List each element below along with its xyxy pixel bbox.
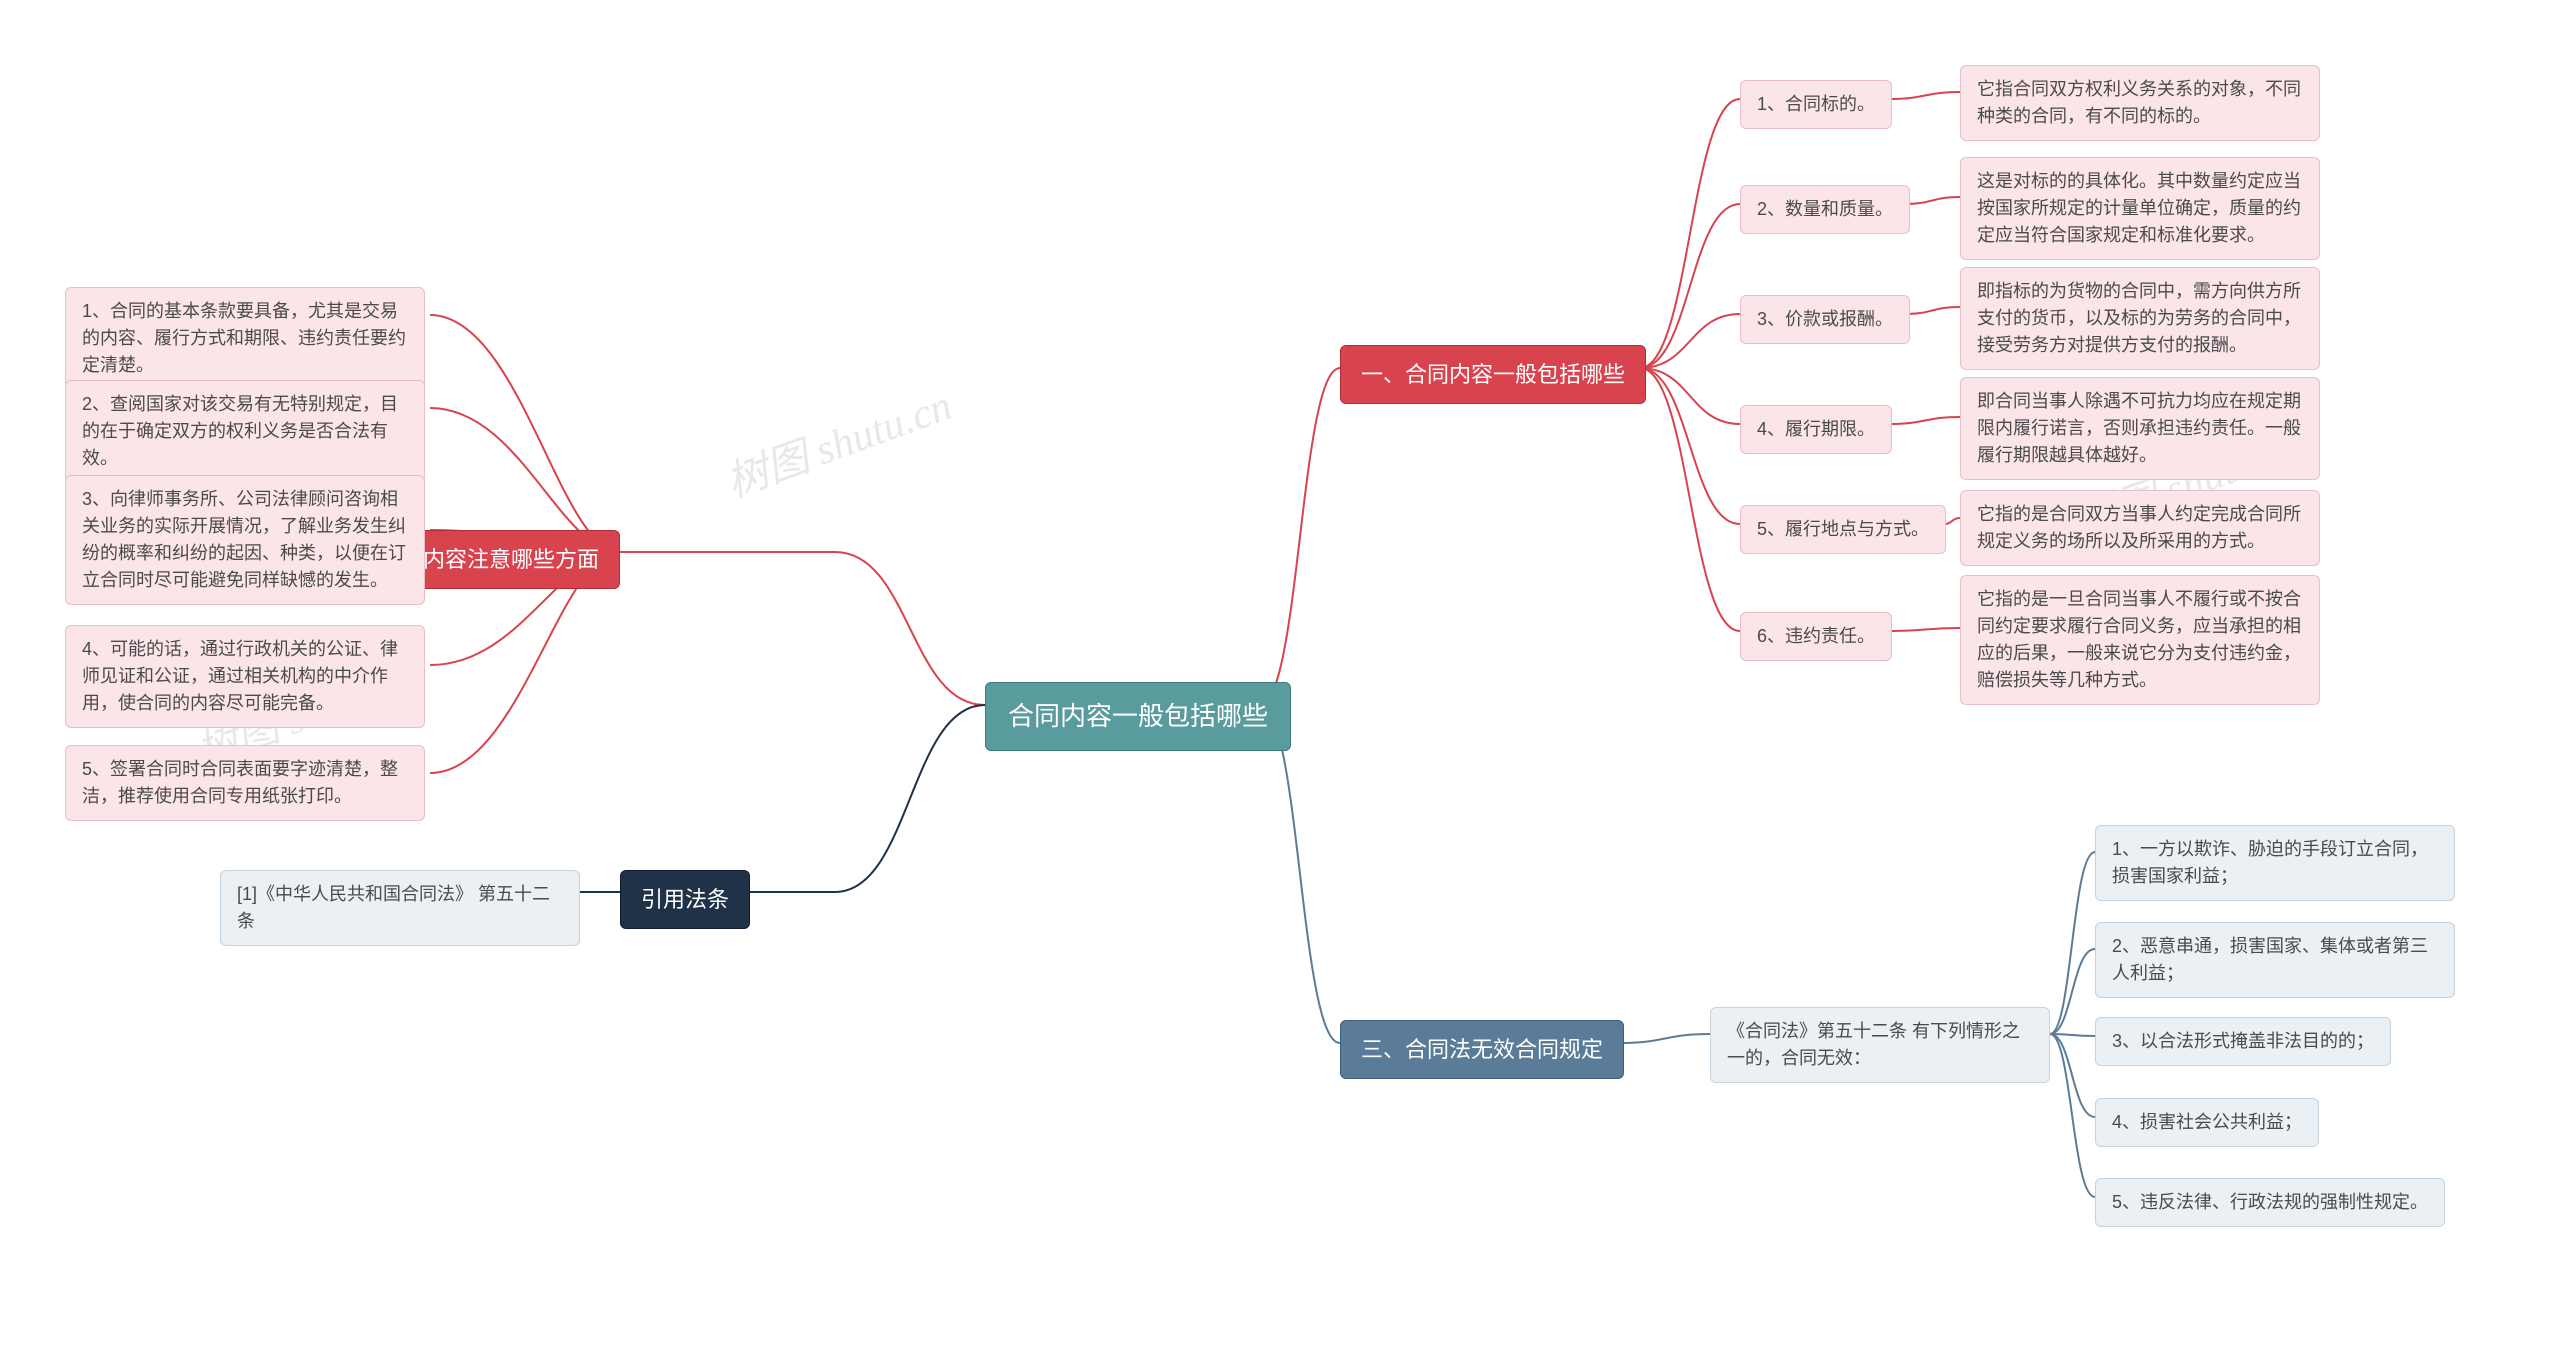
root-node[interactable]: 合同内容一般包括哪些 (985, 682, 1291, 751)
leaf-2-4[interactable]: 4、可能的话，通过行政机关的公证、律师见证和公证，通过相关机构的中介作用，使合同… (65, 625, 425, 728)
leaf-1-5-desc[interactable]: 它指的是合同双方当事人约定完成合同所规定义务的场所以及所采用的方式。 (1960, 490, 2320, 566)
leaf-2-5[interactable]: 5、签署合同时合同表面要字迹清楚，整洁，推荐使用合同专用纸张打印。 (65, 745, 425, 821)
leaf-1-1-desc[interactable]: 它指合同双方权利义务关系的对象，不同种类的合同，有不同的标的。 (1960, 65, 2320, 141)
leaf-3-2[interactable]: 2、恶意串通，损害国家、集体或者第三人利益； (2095, 922, 2455, 998)
leaf-1-3[interactable]: 3、价款或报酬。 (1740, 295, 1910, 344)
leaf-1-1[interactable]: 1、合同标的。 (1740, 80, 1892, 129)
leaf-1-2[interactable]: 2、数量和质量。 (1740, 185, 1910, 234)
watermark: 树图 shutu.cn (717, 372, 959, 510)
leaf-cite-1[interactable]: [1]《中华人民共和国合同法》 第五十二条 (220, 870, 580, 946)
leaf-1-4[interactable]: 4、履行期限。 (1740, 405, 1892, 454)
leaf-1-2-desc[interactable]: 这是对标的的具体化。其中数量约定应当按国家所规定的计量单位确定，质量的约定应当符… (1960, 157, 2320, 260)
leaf-3-4[interactable]: 4、损害社会公共利益； (2095, 1098, 2319, 1147)
leaf-2-2[interactable]: 2、查阅国家对该交易有无特别规定，目的在于确定双方的权利义务是否合法有效。 (65, 380, 425, 483)
leaf-1-5[interactable]: 5、履行地点与方式。 (1740, 505, 1946, 554)
branch-1[interactable]: 一、合同内容一般包括哪些 (1340, 345, 1646, 404)
branch-citation[interactable]: 引用法条 (620, 870, 750, 929)
leaf-1-3-desc[interactable]: 即指标的为货物的合同中，需方向供方所支付的货币，以及标的为劳务的合同中，接受劳务… (1960, 267, 2320, 370)
leaf-2-3[interactable]: 3、向律师事务所、公司法律顾问咨询相关业务的实际开展情况，了解业务发生纠纷的概率… (65, 475, 425, 605)
leaf-1-6-desc[interactable]: 它指的是一旦合同当事人不履行或不按合同约定要求履行合同义务，应当承担的相应的后果… (1960, 575, 2320, 705)
leaf-3-5[interactable]: 5、违反法律、行政法规的强制性规定。 (2095, 1178, 2445, 1227)
leaf-3-1[interactable]: 1、一方以欺诈、胁迫的手段订立合同，损害国家利益； (2095, 825, 2455, 901)
leaf-1-4-desc[interactable]: 即合同当事人除遇不可抗力均应在规定期限内履行诺言，否则承担违约责任。一般履行期限… (1960, 377, 2320, 480)
leaf-2-1[interactable]: 1、合同的基本条款要具备，尤其是交易的内容、履行方式和期限、违约责任要约定清楚。 (65, 287, 425, 390)
leaf-1-6[interactable]: 6、违约责任。 (1740, 612, 1892, 661)
branch-3[interactable]: 三、合同法无效合同规定 (1340, 1020, 1624, 1079)
leaf-3-3[interactable]: 3、以合法形式掩盖非法目的的； (2095, 1017, 2391, 1066)
leaf-3-clause[interactable]: 《合同法》第五十二条 有下列情形之一的，合同无效： (1710, 1007, 2050, 1083)
